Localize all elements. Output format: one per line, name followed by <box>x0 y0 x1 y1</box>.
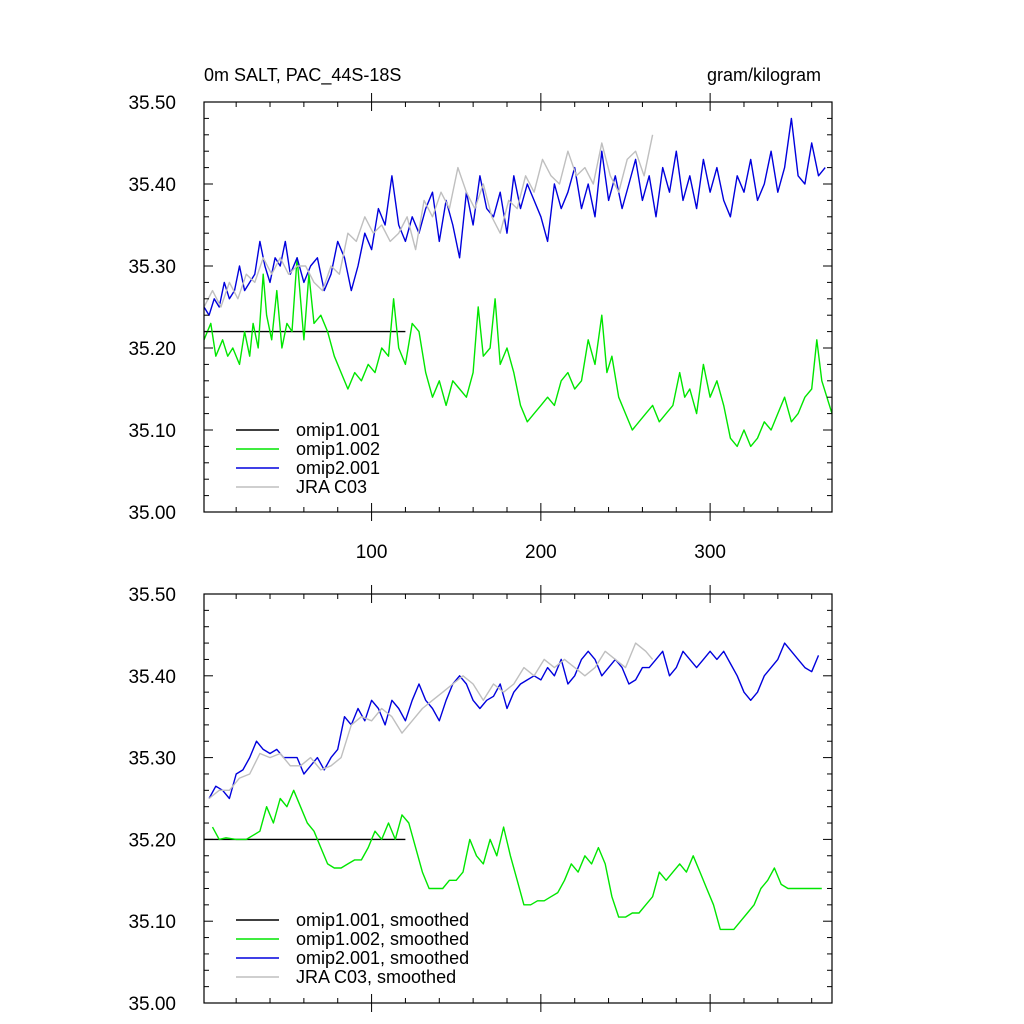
legend-label: omip1.002 <box>296 439 380 459</box>
y-tick-label: 35.00 <box>128 994 176 1015</box>
x-tick-label: 200 <box>525 542 557 563</box>
series-line-omip2-001 <box>203 117 826 316</box>
plot-frame <box>203 101 833 513</box>
top-panel: 0m SALT, PAC_44S-18S gram/kilogram 35.00… <box>128 65 833 563</box>
plot-frame <box>203 593 833 1004</box>
series-line-omip1-002 <box>203 257 833 448</box>
y-tick-label: 35.40 <box>128 667 176 688</box>
y-tick-label: 35.20 <box>128 339 176 360</box>
x-tick-label: 300 <box>694 542 726 563</box>
y-tick-label: 35.40 <box>128 175 176 196</box>
units-label: gram/kilogram <box>707 65 821 85</box>
legend-label: omip1.001, smoothed <box>296 910 469 930</box>
legend-label: omip1.001 <box>296 420 380 440</box>
series-line-jra-c03 <box>203 134 654 308</box>
y-tick-label: 35.50 <box>128 585 176 606</box>
legend-label: JRA C03, smoothed <box>296 967 456 987</box>
x-tick-label: 100 <box>356 542 388 563</box>
y-tick-label: 35.00 <box>128 503 176 524</box>
y-tick-label: 35.20 <box>128 830 176 851</box>
y-tick-label: 35.30 <box>128 749 176 770</box>
bottom-panel: 35.00 35.10 35.20 35.30 35.40 35.50 omip1.001… <box>128 585 833 1015</box>
y-tick-label: 35.30 <box>128 257 176 278</box>
legend-label: omip2.001, smoothed <box>296 948 469 968</box>
y-tick-label: 35.10 <box>128 912 176 933</box>
series-line-omip1-002-smoothed <box>211 789 822 931</box>
series-line-jra-c03-smoothed <box>208 642 654 800</box>
chart-title: 0m SALT, PAC_44S-18S <box>204 65 401 86</box>
series-line-omip2-001-smoothed <box>208 642 820 800</box>
legend-label: omip2.001 <box>296 458 380 478</box>
y-tick-label: 35.50 <box>128 93 176 114</box>
legend-label: omip1.002, smoothed <box>296 929 469 949</box>
y-tick-label: 35.10 <box>128 421 176 442</box>
legend-label: JRA C03 <box>296 477 367 497</box>
